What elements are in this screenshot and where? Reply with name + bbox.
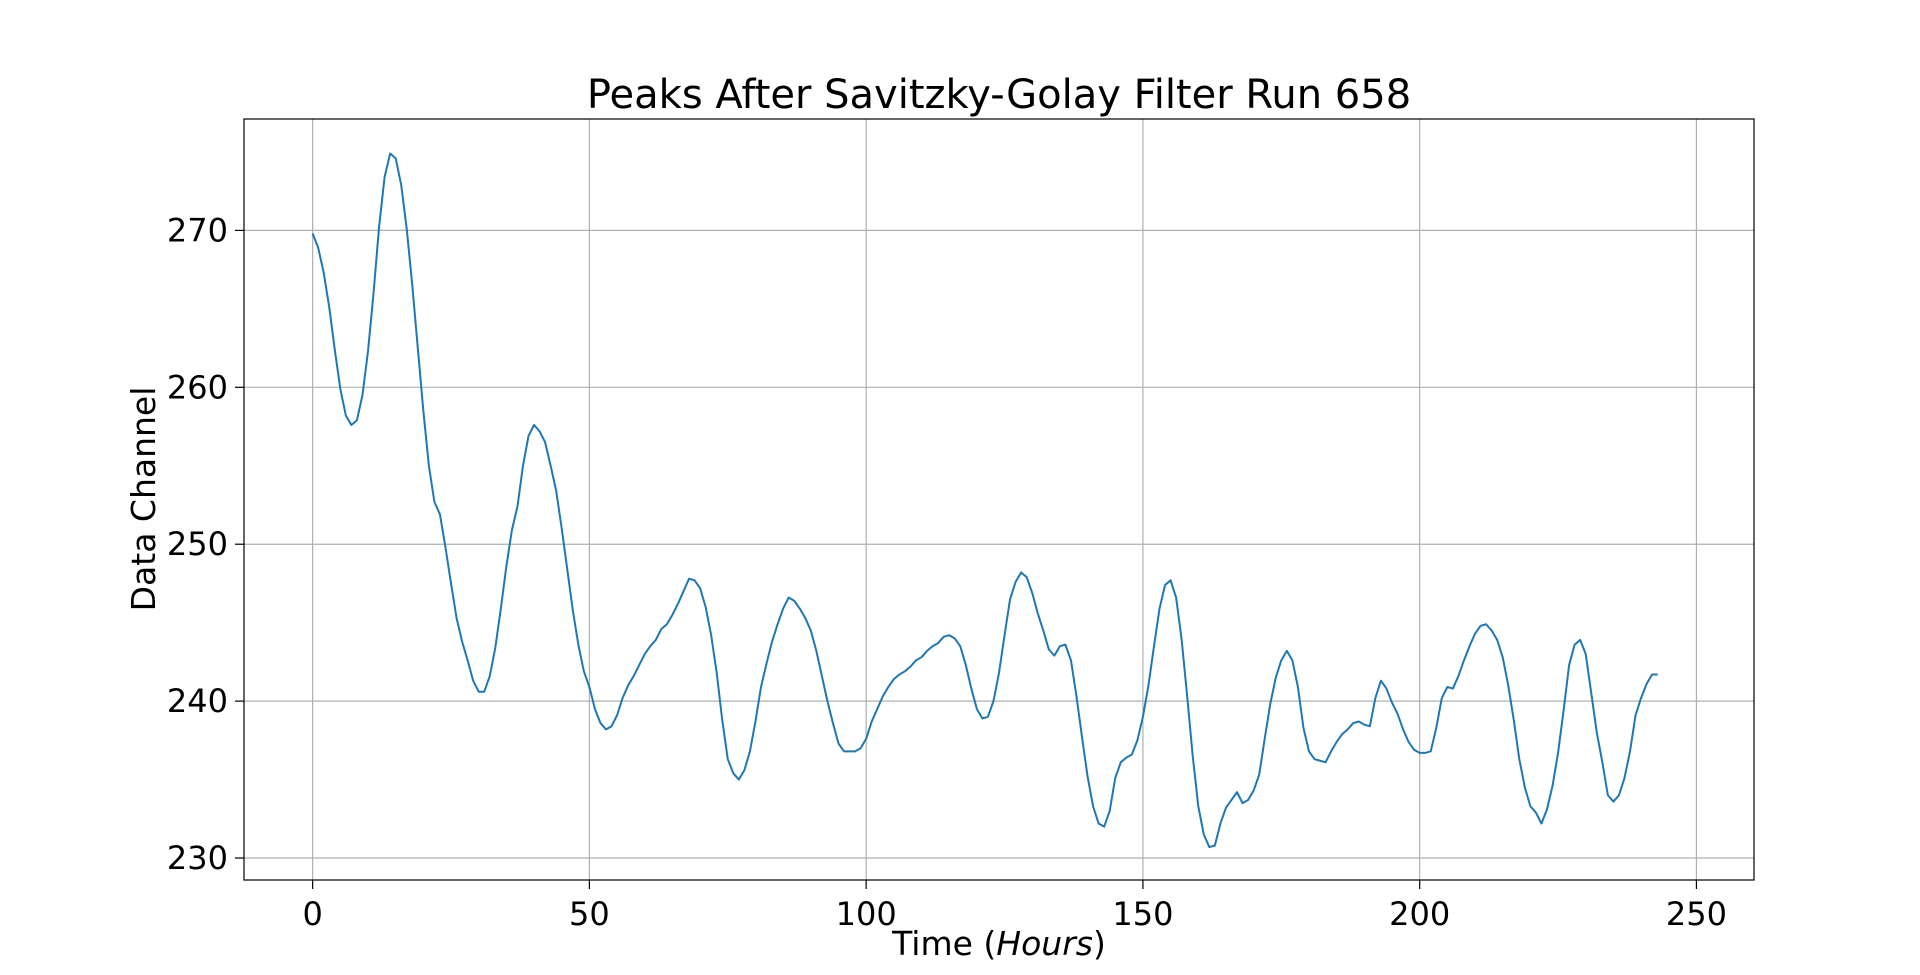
x-tick-label: 150 (1112, 895, 1173, 933)
data-series-line (311, 152, 1658, 849)
x-tick-label: 200 (1389, 895, 1450, 933)
x-axis-label-suffix: ) (1093, 924, 1106, 963)
plot-frame (243, 118, 1755, 881)
chart-title: Peaks After Savitzky-Golay Filter Run 65… (587, 72, 1411, 118)
x-tick-label: 100 (836, 895, 897, 933)
y-tick-label: 250 (167, 525, 228, 563)
x-tick-label: 250 (1666, 895, 1727, 933)
x-tick-label: 50 (569, 895, 610, 933)
y-tick-label: 260 (167, 368, 228, 406)
x-tick-label: 0 (302, 895, 322, 933)
axis-ticks: 0 50 100 150 200 250 230 240 250 260 270 (167, 211, 1727, 933)
y-tick-label: 240 (167, 682, 228, 720)
x-axis-label-prefix: Time ( (891, 924, 996, 963)
grid-lines (244, 119, 1754, 880)
x-axis-label-unit: Hours (996, 924, 1093, 963)
y-axis-label: Data Channel (124, 387, 163, 612)
y-tick-label: 270 (167, 211, 228, 249)
y-tick-label: 230 (167, 839, 228, 877)
x-axis-label: Time (Hours) (891, 924, 1106, 963)
